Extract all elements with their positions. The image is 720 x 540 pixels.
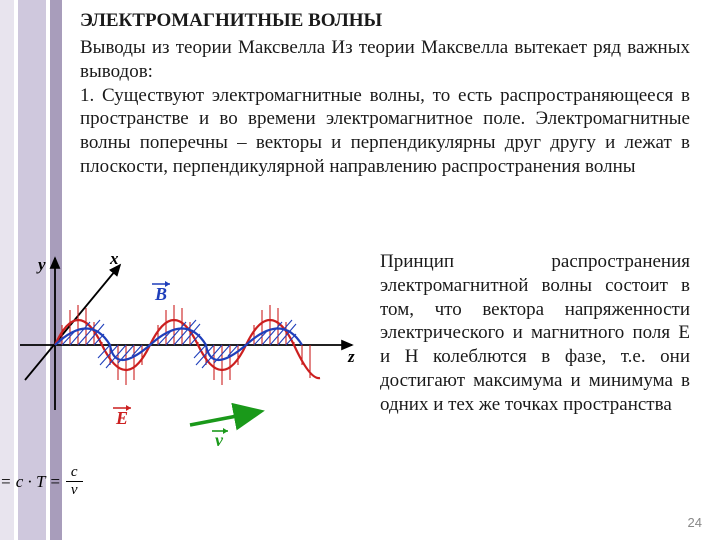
formula-fraction: c ν [66, 465, 83, 498]
axis-x-label: x [109, 250, 119, 268]
svg-text:E: E [115, 408, 128, 428]
conclusion-1-paragraph: 1. Существуют электромагнитные волны, то… [80, 84, 690, 179]
formula-lhs: = c · T = [0, 472, 61, 492]
svg-text:B: B [154, 284, 167, 304]
axis-z-label: z [347, 347, 355, 366]
vector-b-label: B [152, 281, 170, 304]
velocity-vector: v [190, 412, 258, 450]
intro-paragraph: Выводы из теории Максвелла Из теории Мак… [80, 36, 690, 84]
wavelength-formula: = c · T = c ν [0, 465, 83, 498]
propagation-description: Принцип распространения электромагнитной… [380, 250, 690, 416]
em-wave-diagram: y x z [0, 250, 370, 475]
vector-e-label: E [113, 405, 131, 428]
page-title: ЭЛЕКТРОМАГНИТНЫЕ ВОЛНЫ [80, 10, 690, 32]
axis-y-label: y [36, 255, 46, 274]
svg-text:v: v [215, 430, 224, 450]
page-number: 24 [688, 515, 702, 530]
main-text-block: ЭЛЕКТРОМАГНИТНЫЕ ВОЛНЫ Выводы из теории … [80, 10, 690, 179]
lower-region: y x z [0, 250, 720, 520]
